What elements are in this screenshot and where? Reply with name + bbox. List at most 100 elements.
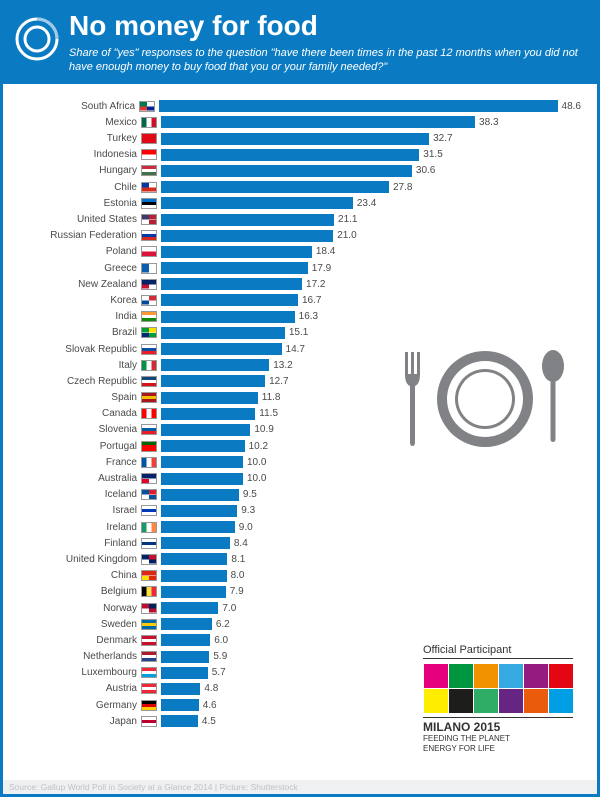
title: No money for food [69, 11, 585, 42]
flag-icon [141, 700, 157, 711]
expo-square [449, 664, 473, 688]
bar [161, 311, 295, 323]
bar [159, 100, 558, 112]
bar [161, 359, 269, 371]
bar-row: Australia10.0 [13, 471, 581, 487]
flag-icon [141, 505, 157, 516]
value-label: 21.1 [338, 214, 357, 225]
value-label: 4.6 [203, 700, 217, 711]
bar [161, 424, 250, 436]
bar [161, 683, 200, 695]
bar [161, 618, 212, 630]
flag-icon [139, 101, 155, 112]
expo-square [449, 689, 473, 713]
expo-square [499, 689, 523, 713]
bar [161, 294, 298, 306]
value-label: 8.1 [231, 554, 245, 565]
bar-row: Russian Federation 21.0 [13, 228, 581, 244]
country-label: Hungary [13, 165, 141, 176]
flag-icon [141, 392, 157, 403]
country-label: Korea [13, 295, 141, 306]
country-label: Czech Republic [13, 376, 141, 387]
bar-wrap: 7.0 [161, 600, 581, 616]
country-label: Norway [13, 603, 141, 614]
flag-icon [141, 667, 157, 678]
bar-wrap: 21.0 [161, 228, 581, 244]
bar [161, 181, 389, 193]
bar-row: Mexico 38.3 [13, 115, 581, 131]
country-label: Chile [13, 182, 141, 193]
bar [161, 408, 255, 420]
value-label: 4.5 [202, 716, 216, 727]
country-label: Mexico [13, 117, 141, 128]
country-label: Turkey [13, 133, 141, 144]
plate-fork-spoon-icon [397, 334, 567, 464]
value-label: 15.1 [289, 327, 308, 338]
bar-row: Ireland9.0 [13, 519, 581, 535]
country-label: Germany [13, 700, 141, 711]
country-label: Japan [13, 716, 141, 727]
bar [161, 116, 475, 128]
flag-icon [141, 651, 157, 662]
expo-badge: Official Participant MILANO 2015 FEEDING… [423, 644, 573, 754]
source-line: Source: Gallup World Poll in Society at … [3, 780, 597, 794]
value-label: 16.3 [299, 311, 318, 322]
bar-wrap: 9.5 [161, 487, 581, 503]
value-label: 30.6 [416, 165, 435, 176]
value-label: 4.8 [204, 683, 218, 694]
flag-icon [141, 198, 157, 209]
bar [161, 133, 429, 145]
flag-icon [141, 424, 157, 435]
country-label: Russian Federation [13, 230, 141, 241]
country-label: Indonesia [13, 149, 141, 160]
flag-icon [141, 489, 157, 500]
expo-square [549, 664, 573, 688]
expo-square [524, 664, 548, 688]
bar [161, 521, 235, 533]
flag-icon [141, 182, 157, 193]
value-label: 5.9 [213, 651, 227, 662]
bar-row: Estonia 23.4 [13, 196, 581, 212]
bar-wrap: 8.0 [161, 568, 581, 584]
bar [161, 149, 419, 161]
value-label: 13.2 [273, 360, 292, 371]
bar-row: New Zealand17.2 [13, 276, 581, 292]
country-label: Spain [13, 392, 141, 403]
bar-wrap: 31.5 [161, 147, 581, 163]
bar-row: Hungary 30.6 [13, 163, 581, 179]
country-label: New Zealand [13, 279, 141, 290]
bar [161, 165, 412, 177]
country-label: India [13, 311, 141, 322]
bar [161, 230, 333, 242]
flag-icon [141, 246, 157, 257]
infographic-container: No money for food Share of "yes" respons… [0, 0, 600, 797]
bar [161, 634, 210, 646]
country-label: Israel [13, 505, 141, 516]
bar-wrap: 16.3 [161, 309, 581, 325]
bar-wrap: 8.4 [161, 535, 581, 551]
value-label: 21.0 [337, 230, 356, 241]
country-label: Italy [13, 360, 141, 371]
value-label: 11.8 [262, 392, 281, 403]
bar-wrap: 38.3 [161, 115, 581, 131]
bar-wrap: 32.7 [161, 131, 581, 147]
value-label: 23.4 [357, 198, 376, 209]
country-label: Australia [13, 473, 141, 484]
flag-icon [141, 619, 157, 630]
flag-icon [141, 263, 157, 274]
expo-square [549, 689, 573, 713]
value-label: 48.6 [562, 101, 581, 112]
subtitle: Share of "yes" responses to the question… [69, 46, 585, 75]
bar [161, 262, 308, 274]
bar-wrap: 16.7 [161, 293, 581, 309]
country-label: Estonia [13, 198, 141, 209]
value-label: 9.3 [241, 505, 255, 516]
value-label: 7.9 [230, 586, 244, 597]
bar [161, 651, 209, 663]
value-label: 12.7 [269, 376, 288, 387]
bar [161, 214, 334, 226]
value-label: 38.3 [479, 117, 498, 128]
country-label: Denmark [13, 635, 141, 646]
bar-wrap: 8.1 [161, 552, 581, 568]
bar [161, 586, 226, 598]
